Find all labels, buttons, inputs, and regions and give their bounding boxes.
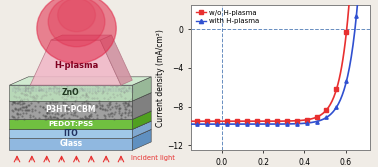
Circle shape [37, 0, 116, 63]
Polygon shape [9, 111, 151, 119]
Legend: w/o H-plasma, with H-plasma: w/o H-plasma, with H-plasma [194, 9, 260, 25]
Polygon shape [132, 129, 151, 150]
Polygon shape [132, 111, 151, 129]
Polygon shape [132, 77, 151, 101]
Polygon shape [9, 93, 151, 101]
Polygon shape [132, 121, 151, 138]
Text: Glass: Glass [59, 139, 82, 148]
Polygon shape [9, 129, 151, 138]
Text: PEDOT:PSS: PEDOT:PSS [48, 121, 93, 127]
Polygon shape [51, 35, 112, 40]
Polygon shape [9, 119, 132, 129]
Text: ZnO: ZnO [62, 88, 80, 97]
Circle shape [57, 0, 95, 32]
Polygon shape [30, 40, 121, 85]
Polygon shape [9, 138, 132, 150]
Polygon shape [9, 85, 132, 101]
Y-axis label: Current density (mA/cm²): Current density (mA/cm²) [156, 29, 164, 127]
Polygon shape [9, 129, 132, 138]
Text: Incident light: Incident light [131, 155, 175, 161]
Circle shape [48, 0, 105, 47]
Polygon shape [9, 77, 151, 85]
Polygon shape [100, 35, 132, 85]
Polygon shape [9, 121, 151, 129]
Polygon shape [132, 93, 151, 119]
Polygon shape [9, 101, 132, 119]
Text: P3HT:PCBM: P3HT:PCBM [46, 105, 96, 114]
Text: ITO: ITO [64, 129, 78, 138]
Text: H-plasma: H-plasma [54, 61, 99, 70]
